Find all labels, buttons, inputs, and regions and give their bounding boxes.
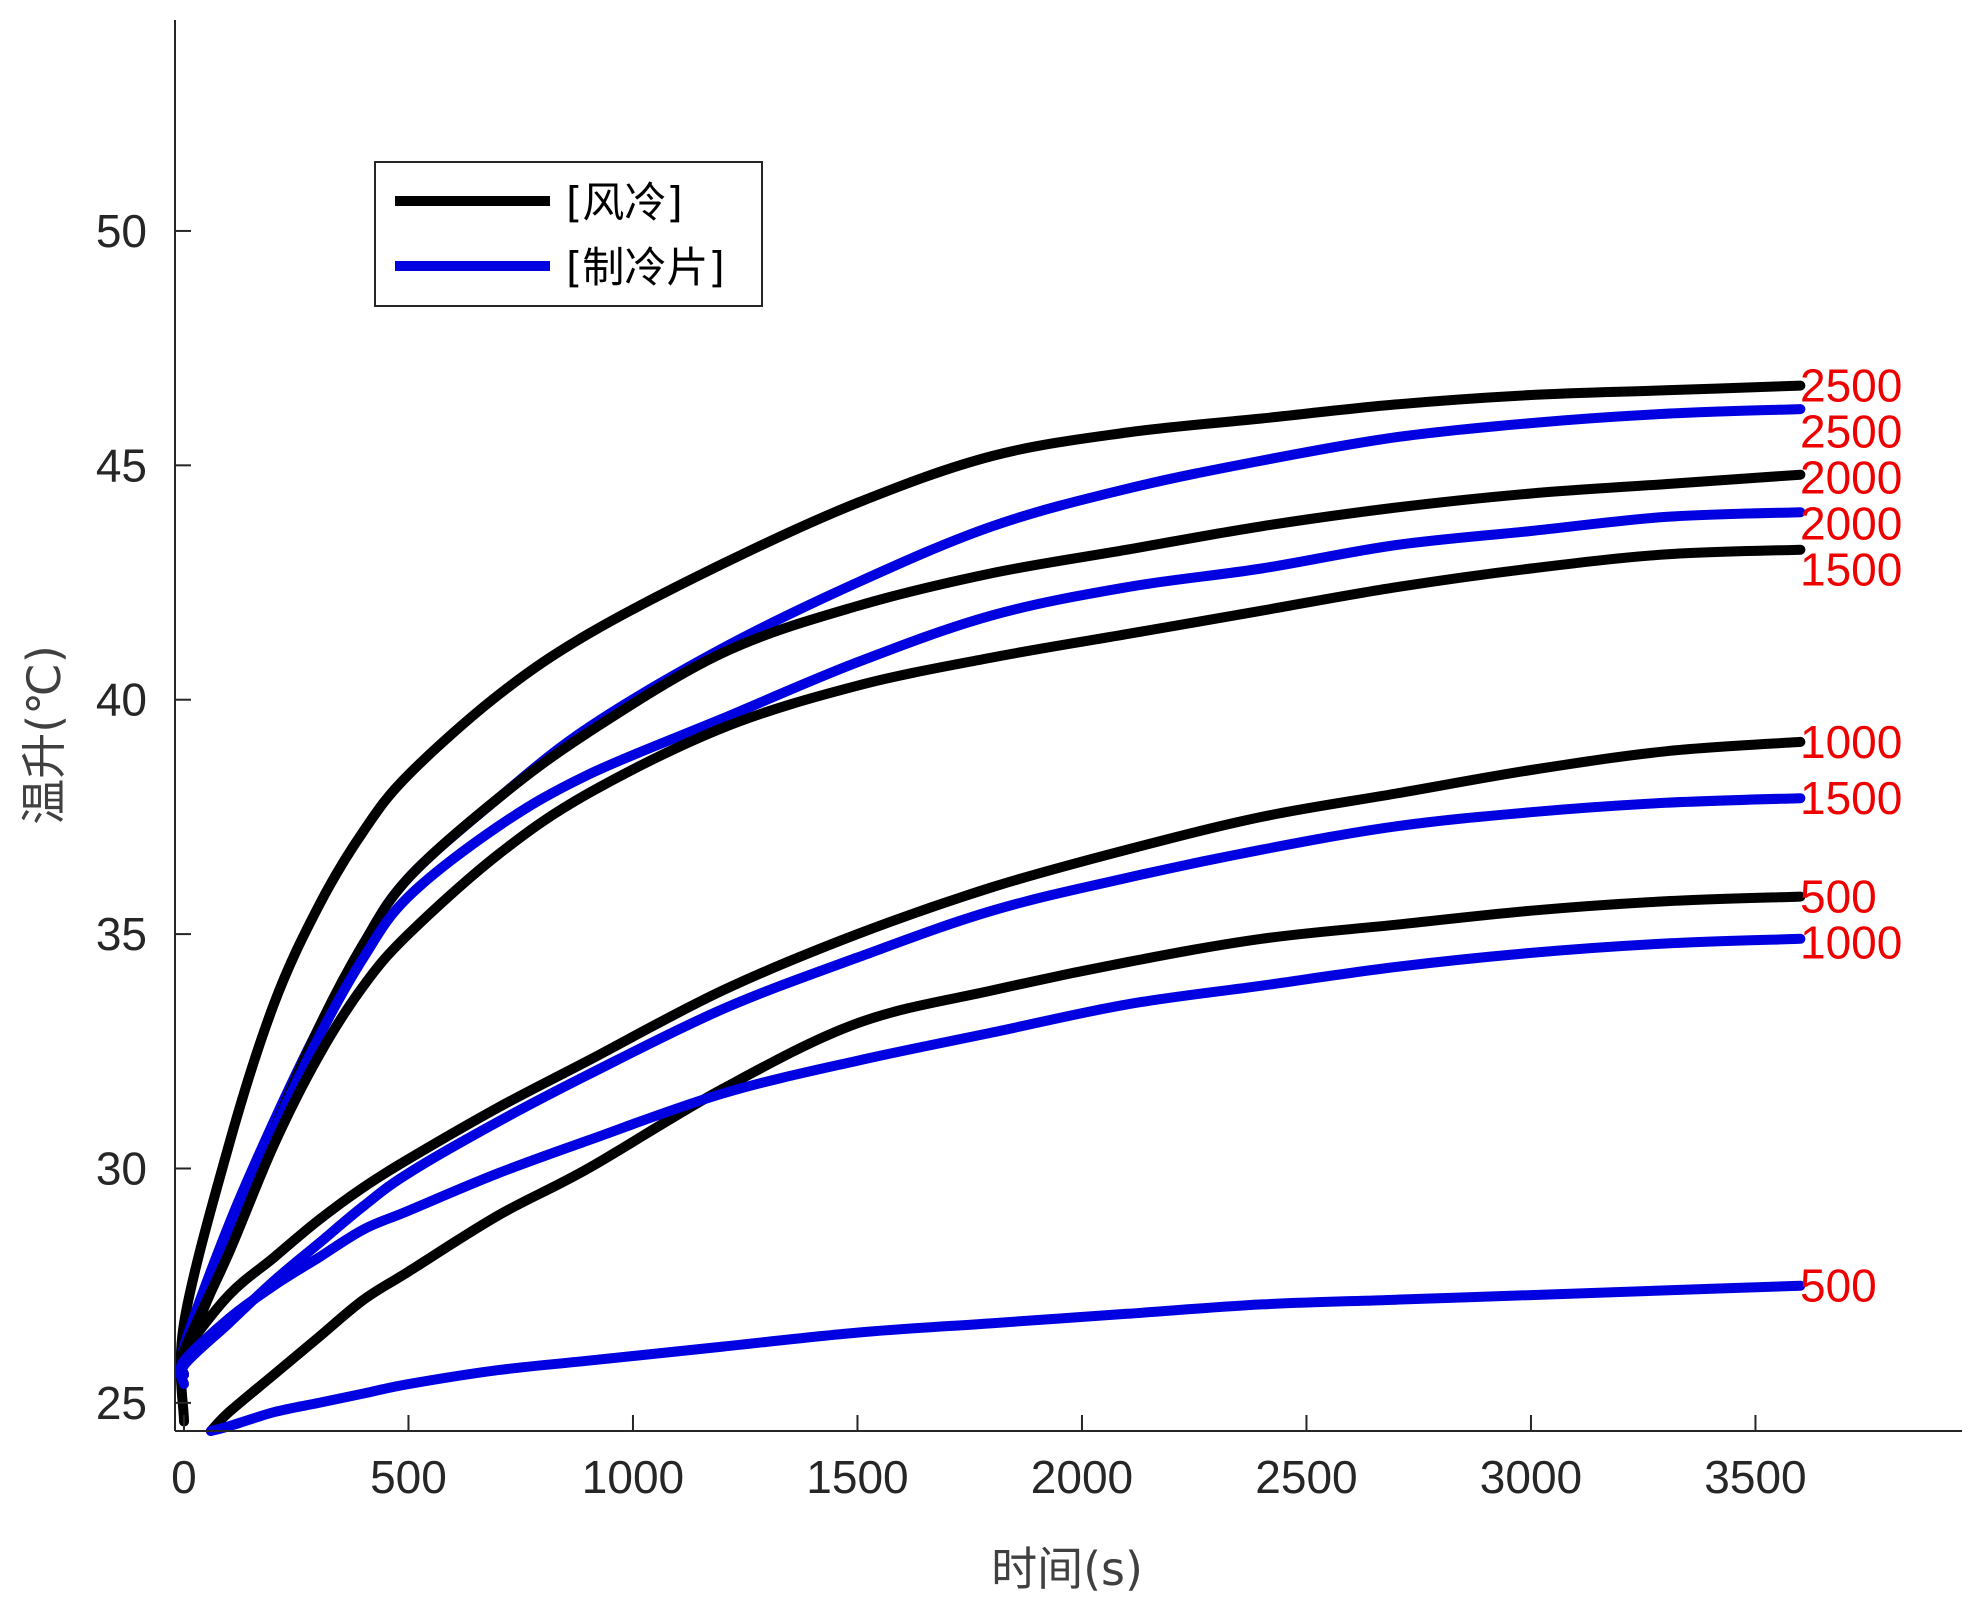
- series-line-4: [175, 544, 1806, 1380]
- end-label-2: 2000: [1800, 452, 1902, 504]
- series-line-3: [175, 507, 1806, 1374]
- x-tick-label: 3000: [1480, 1451, 1582, 1503]
- y-axis-title: 温升(℃): [17, 645, 71, 825]
- y-tick-label: 45: [96, 439, 147, 491]
- y-tick-label: 25: [96, 1377, 147, 1429]
- y-tick-label: 40: [96, 674, 147, 726]
- series-line-9: [205, 1280, 1806, 1436]
- x-ticks: 0 500 1000 1500 2000 2500 3000 3500: [171, 1415, 1807, 1503]
- y-tick-label: 35: [96, 908, 147, 960]
- y-ticks: 25 30 35 40 45 50: [96, 205, 191, 1429]
- end-label-9: 500: [1800, 1260, 1877, 1312]
- end-label-3: 2000: [1800, 498, 1902, 550]
- legend-label-aircooled: [风冷]: [566, 178, 683, 227]
- x-tick-label: 500: [370, 1451, 447, 1503]
- y-tick-label: 30: [96, 1142, 147, 1194]
- x-tick-label: 2500: [1255, 1451, 1357, 1503]
- series-line-5: [175, 736, 1806, 1363]
- x-tick-label: 1500: [806, 1451, 908, 1503]
- y-tick-label: 50: [96, 205, 147, 257]
- x-tick-label: 1000: [582, 1451, 684, 1503]
- x-tick-label: 2000: [1031, 1451, 1133, 1503]
- end-label-4: 1500: [1800, 544, 1902, 596]
- axes: [174, 20, 1962, 1432]
- legend-box: [374, 161, 763, 307]
- end-label-8: 1000: [1800, 917, 1902, 969]
- x-tick-label: 0: [171, 1451, 197, 1503]
- series-line-7: [205, 891, 1806, 1436]
- series-line-8: [175, 933, 1806, 1380]
- end-label-1: 2500: [1800, 406, 1902, 458]
- series-line-0: [175, 380, 1806, 1427]
- end-label-7: 500: [1800, 871, 1877, 923]
- legend-label-peltier: [制冷片]: [566, 243, 725, 292]
- legend: [风冷] [制冷片]: [374, 161, 763, 307]
- end-label-5: 1000: [1800, 716, 1902, 768]
- x-axis-title: 时间(s): [991, 1542, 1143, 1596]
- series-line-6: [175, 793, 1806, 1390]
- end-label-6: 1500: [1800, 772, 1902, 824]
- x-tick-label: 3500: [1704, 1451, 1806, 1503]
- end-label-0: 2500: [1800, 360, 1902, 412]
- series-layer: [175, 380, 1806, 1436]
